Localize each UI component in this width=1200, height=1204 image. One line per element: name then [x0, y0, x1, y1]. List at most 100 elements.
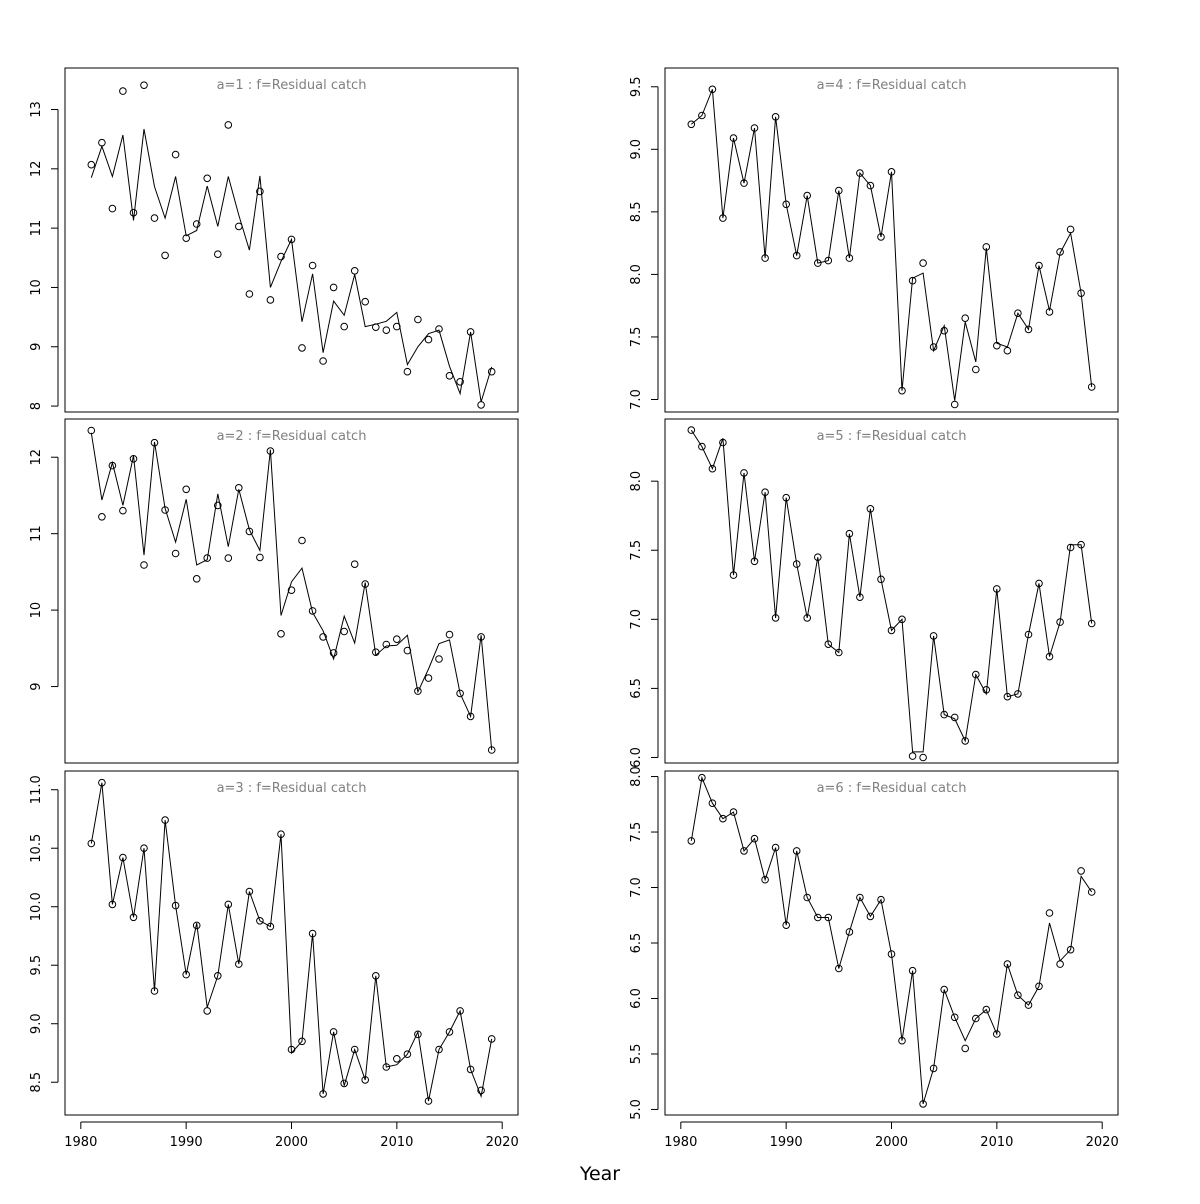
observed-point: [740, 179, 748, 187]
x-tick-label: 2000: [875, 1135, 908, 1150]
observed-point: [266, 922, 275, 931]
observed-point: [761, 254, 769, 262]
observed-point: [771, 843, 780, 852]
y-tick-label: 11: [29, 220, 44, 237]
y-tick-label: 5.5: [629, 1044, 644, 1065]
observed-point: [1087, 383, 1096, 391]
observed-point: [382, 1063, 391, 1071]
observed-point: [119, 87, 127, 95]
x-tick-label: 1990: [170, 1135, 203, 1150]
observed-point: [877, 895, 885, 904]
observed-point: [887, 168, 896, 176]
observed-point: [929, 632, 938, 640]
panel-title: a=5 : f=Residual catch: [817, 429, 967, 444]
observed-point: [835, 186, 843, 195]
y-tick-label: 6.5: [629, 933, 644, 954]
observed-point: [814, 553, 822, 562]
observed-point: [750, 557, 759, 566]
observed-point: [1087, 619, 1096, 628]
observed-point: [361, 580, 370, 588]
observed-point: [403, 1050, 412, 1058]
observed-point: [382, 326, 391, 335]
observed-point: [108, 204, 117, 213]
observed-point: [845, 254, 854, 262]
observed-point: [1024, 1001, 1033, 1009]
x-tick-label: 2010: [380, 1135, 413, 1150]
y-tick-label: 10.5: [29, 834, 44, 863]
y-tick-label: 11: [29, 525, 44, 542]
observed-point: [961, 737, 970, 745]
observed-point: [361, 297, 370, 306]
observed-point: [224, 121, 233, 129]
y-tick-label: 8.0: [629, 766, 644, 787]
observed-point: [1014, 991, 1022, 1000]
y-tick-label: 7.0: [629, 389, 644, 410]
observed-point: [329, 649, 338, 657]
y-tick-label: 10.0: [29, 892, 44, 921]
observed-point: [719, 814, 727, 823]
observed-point: [993, 341, 1001, 350]
panel-title: a=3 : f=Residual catch: [217, 781, 367, 796]
panel-title: a=2 : f=Residual catch: [217, 429, 367, 444]
observed-point: [287, 235, 296, 244]
observed-point: [698, 442, 706, 451]
observed-point: [477, 401, 485, 409]
observed-point: [266, 447, 275, 455]
observed-point: [1035, 579, 1043, 588]
observed-point: [761, 488, 769, 497]
observed-point: [161, 506, 169, 514]
observed-point: [887, 626, 896, 635]
observed-point: [972, 1014, 980, 1023]
observed-point: [477, 633, 485, 641]
y-tick-label: 10: [29, 602, 44, 619]
observed-point: [466, 1065, 475, 1074]
y-axis: 6.0 6.5 7.0 7.5 8.0: [629, 471, 659, 768]
observed-point: [929, 1064, 938, 1073]
observed-point: [214, 501, 222, 510]
observed-point: [150, 438, 159, 447]
y-tick-label: 9.5: [629, 76, 644, 97]
observed-point: [182, 485, 190, 494]
observed-point: [192, 220, 201, 228]
observed-point: [192, 921, 201, 930]
observed-point: [982, 1005, 991, 1014]
observed-point: [319, 633, 327, 641]
observed-point: [424, 674, 433, 682]
observed-point: [340, 322, 349, 331]
observed-point: [1066, 225, 1075, 234]
observed-point: [1056, 960, 1064, 968]
observed-point: [287, 1045, 296, 1054]
observed-point: [119, 853, 127, 862]
observed-point: [972, 670, 980, 679]
plot-frame: [64, 770, 519, 1116]
observed-point: [235, 484, 243, 492]
fitted-series-line: [690, 775, 1093, 1105]
y-tick-label: 7.0: [629, 877, 644, 898]
observed-point: [393, 1055, 401, 1063]
x-tick-label: 2020: [1086, 1135, 1119, 1150]
observed-point: [298, 1037, 306, 1046]
observed-point: [866, 505, 875, 513]
observed-point: [350, 267, 359, 275]
y-tick-label: 6.0: [629, 988, 644, 1009]
observed-point: [319, 1090, 327, 1098]
observed-point: [350, 1045, 359, 1054]
observed-point: [740, 847, 748, 855]
observed-point: [972, 365, 980, 374]
observed-point: [140, 561, 148, 569]
observed-point: [1003, 692, 1012, 701]
observed-point: [824, 256, 833, 265]
observed-point: [372, 972, 380, 980]
panel-title: a=6 : f=Residual catch: [817, 781, 967, 796]
observed-point: [98, 778, 106, 787]
x-tick-label: 1980: [664, 1135, 697, 1150]
y-axis: 8.5 9.0 9.5 10.0 10.5 11.0: [29, 775, 59, 1093]
observed-point: [771, 614, 780, 622]
observed-point: [940, 710, 949, 719]
observed-point: [750, 834, 759, 843]
observed-point: [1077, 867, 1085, 875]
observed-point: [708, 85, 717, 94]
observed-point: [1024, 630, 1033, 639]
observed-point: [98, 513, 106, 521]
